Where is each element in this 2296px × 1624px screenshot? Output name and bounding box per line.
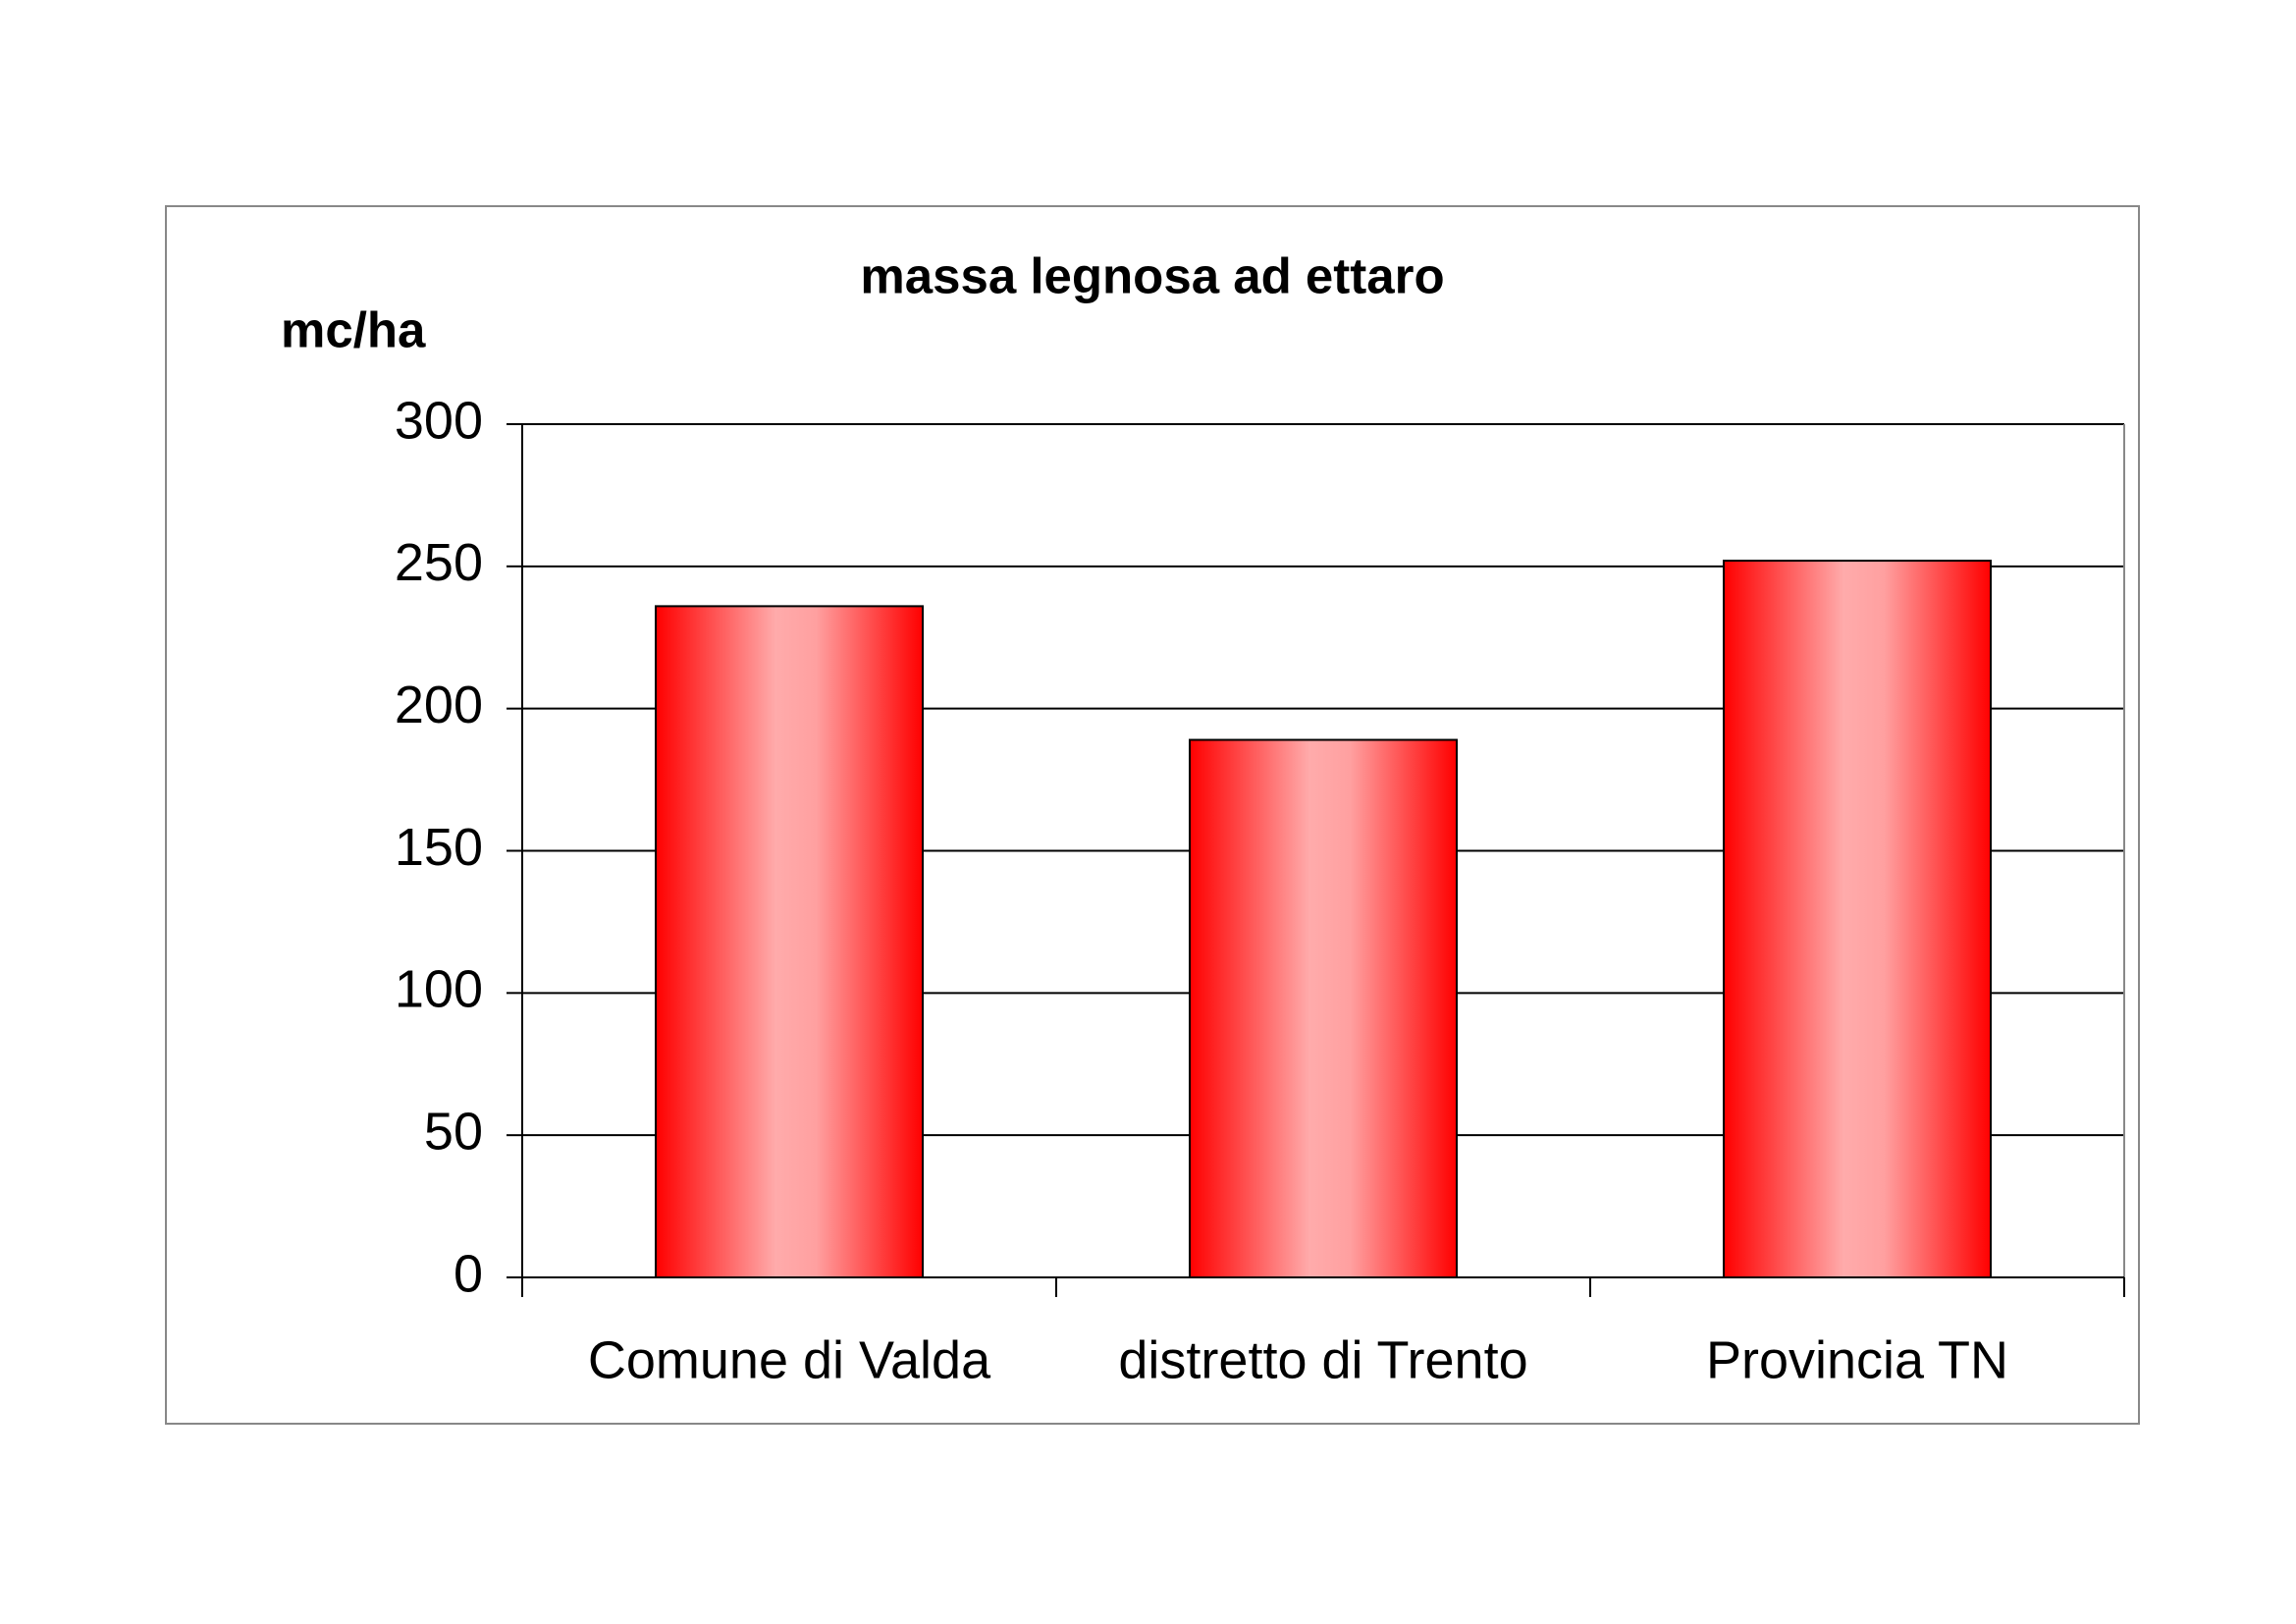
y-tick-label: 100	[395, 960, 483, 1019]
chart-title: massa legnosa ad ettaro	[860, 247, 1444, 303]
y-tick-label: 200	[395, 676, 483, 734]
bar	[655, 605, 924, 1278]
y-axis-label: mc/ha	[281, 301, 426, 357]
x-tick-label: Comune di Valda	[588, 1330, 991, 1389]
y-tick-label: 300	[395, 391, 483, 450]
bar	[1189, 738, 1458, 1278]
y-tick-label: 150	[395, 818, 483, 877]
x-tick-label: Provincia TN	[1706, 1330, 2008, 1389]
y-tick-label: 250	[395, 533, 483, 592]
y-tick-label: 0	[454, 1244, 483, 1303]
x-tick-label: distretto di Trento	[1118, 1330, 1527, 1389]
bar	[1723, 560, 1992, 1278]
y-tick-label: 50	[424, 1102, 483, 1161]
